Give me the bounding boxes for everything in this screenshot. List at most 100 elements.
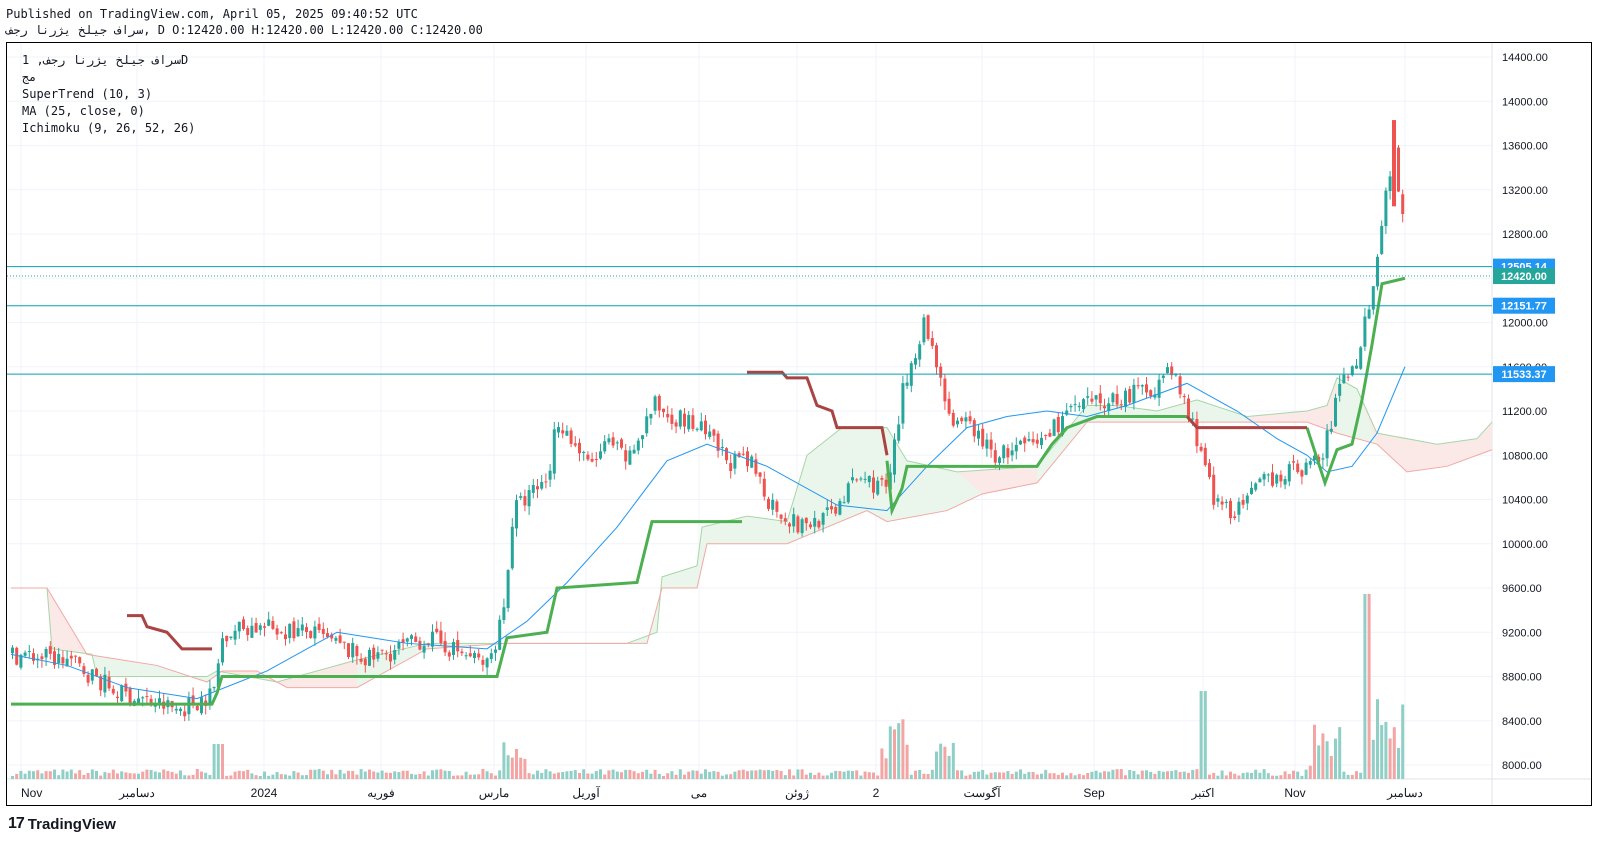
candle-body <box>767 498 770 509</box>
volume-bar <box>1401 704 1405 779</box>
chart-frame[interactable]: 14400.00 14000.00 13600.00 13200.00 12800.00… <box>6 42 1592 806</box>
candle-body <box>867 476 871 483</box>
volume-bar <box>750 770 754 779</box>
volume-bar <box>284 774 287 779</box>
x-tick-label: ژوئن <box>785 786 809 800</box>
volume-bar <box>1153 773 1157 779</box>
candle-body <box>1035 439 1039 444</box>
candle-body <box>1296 463 1300 473</box>
volume-bar <box>1119 769 1123 779</box>
candle-body <box>275 628 279 635</box>
volume-bar <box>767 769 770 779</box>
x-tick-label: 2024 <box>251 786 278 800</box>
volume-bar <box>1308 765 1312 779</box>
candle-body <box>250 625 254 638</box>
volume-bar <box>825 775 829 779</box>
volume-bar <box>237 770 241 779</box>
candle-body <box>1287 464 1291 482</box>
candle-body <box>741 453 745 455</box>
volume-bar <box>523 758 527 779</box>
candle-body <box>1107 403 1111 411</box>
y-tick-label: 13600.00 <box>1502 141 1548 153</box>
volume-bar <box>179 770 182 779</box>
candle-body <box>1212 474 1216 505</box>
candle-body <box>380 649 384 651</box>
price-chart[interactable]: 14400.00 14000.00 13600.00 13200.00 12800.00… <box>7 43 1591 805</box>
volume-bar <box>174 773 178 779</box>
volume-bar <box>893 729 896 779</box>
candle-body <box>1115 393 1119 405</box>
volume-bar <box>363 771 367 779</box>
candle-body <box>431 631 434 647</box>
x-tick-label: مارس <box>479 786 510 800</box>
candle-body <box>313 626 317 639</box>
candle-body <box>947 398 951 414</box>
ichimoku-cloud-red <box>1247 377 1337 434</box>
volume-bar <box>1296 771 1300 779</box>
volume-bar <box>788 769 791 779</box>
candle-body <box>460 651 464 654</box>
volume-bar <box>926 773 930 779</box>
volume-bar <box>636 773 640 779</box>
volume-bar <box>288 775 292 779</box>
candle-body <box>86 674 90 683</box>
volume-bar <box>725 774 728 779</box>
volume-bar <box>985 774 989 779</box>
volume-bar <box>1027 771 1031 779</box>
volume-bar <box>477 774 481 779</box>
legend-ichimoku[interactable]: Ichimoku (9, 26, 52, 26) <box>22 121 196 135</box>
volume-bar <box>229 775 233 779</box>
volume-bar <box>1136 774 1140 779</box>
candle-body <box>183 711 187 717</box>
candle-body <box>1224 501 1228 503</box>
volume-bar <box>1325 741 1329 779</box>
y-tick-label: 12800.00 <box>1502 229 1548 241</box>
volume-bar <box>1317 745 1321 779</box>
legend-supertrend[interactable]: SuperTrend (10, 3) <box>22 87 153 101</box>
volume-bar <box>15 773 19 779</box>
volume-bar <box>200 771 203 779</box>
volume-bar <box>977 771 980 779</box>
candle-body <box>872 477 875 493</box>
volume-bar <box>1300 775 1304 779</box>
candle-body <box>1027 438 1031 441</box>
candle-body <box>1359 347 1363 369</box>
candle-body <box>40 656 44 660</box>
volume-bar <box>779 770 783 779</box>
candle-body <box>1002 445 1006 459</box>
candle-body <box>1019 440 1022 445</box>
volume-bar <box>456 775 460 779</box>
candle-body <box>347 643 350 658</box>
candle-body <box>515 500 518 529</box>
candle-body <box>687 415 691 430</box>
volume-bar <box>1145 770 1148 779</box>
candle-body <box>498 619 502 650</box>
volume-bar <box>351 770 355 779</box>
candle-body <box>951 412 955 426</box>
volume-bar <box>317 769 321 779</box>
volume-bar <box>603 774 607 779</box>
volume-bar <box>1006 771 1010 779</box>
volume-bar <box>334 774 338 779</box>
volume-bar <box>359 769 363 779</box>
volume-bar <box>393 771 397 779</box>
volume-bar <box>1371 739 1375 779</box>
volume-bar <box>418 773 422 779</box>
tradingview-logo[interactable]: 17 TradingView <box>8 815 116 833</box>
legend-ma[interactable]: MA (25, close, 0) <box>22 104 145 118</box>
volume-bar <box>1262 769 1266 779</box>
volume-bar <box>263 771 266 779</box>
candle-body <box>233 630 237 640</box>
ichimoku-cloud-red <box>1357 388 1492 472</box>
volume-bar <box>250 773 254 779</box>
volume-bar <box>74 773 77 779</box>
volume-bar <box>552 773 556 779</box>
candle-body <box>901 383 905 424</box>
candle-body <box>145 696 149 698</box>
volume-bar <box>586 773 590 779</box>
volume-bar <box>653 769 657 779</box>
candle-body <box>309 631 313 638</box>
candle-body <box>851 477 854 481</box>
volume-bar <box>964 775 968 779</box>
candle-body <box>317 623 321 631</box>
